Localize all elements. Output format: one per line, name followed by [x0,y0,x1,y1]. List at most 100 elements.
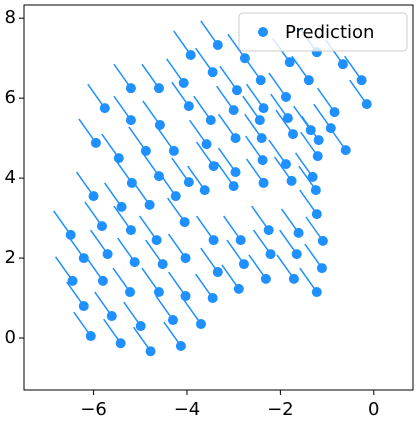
plot-frame [23,4,414,391]
point [151,235,162,246]
y-tick-label: 6 [5,87,16,108]
point [280,91,291,102]
point [125,287,136,298]
y-tick-label: 2 [5,247,16,268]
point [288,273,299,284]
point [316,263,327,274]
point [125,225,136,236]
point [230,167,241,178]
point [212,39,223,50]
point [235,235,246,246]
point [183,177,194,188]
point [199,185,210,196]
x-tick-label: 0 [368,399,379,420]
point [291,249,302,260]
point [106,311,117,322]
point [140,145,151,156]
point [180,291,191,302]
point [178,77,189,88]
point [228,105,239,116]
point [310,185,321,196]
point [116,201,127,212]
point [99,103,110,114]
point [361,99,372,110]
point [340,145,351,156]
point [125,115,136,126]
point [257,155,268,166]
point [168,145,179,156]
point [135,321,146,332]
point [185,49,196,60]
point [129,257,140,268]
point [286,175,297,186]
point [180,253,191,264]
point [125,83,136,94]
point [258,103,269,114]
point [233,283,244,294]
point [254,115,265,126]
legend-marker [258,27,268,37]
point [303,75,314,86]
point [265,249,276,260]
point [97,275,108,286]
point [183,101,194,112]
point [157,259,168,270]
point [238,259,249,270]
legend-label: Prediction [285,22,374,43]
point [96,221,107,232]
point [205,115,216,126]
point [90,137,101,148]
x-tick-label: −2 [267,399,294,420]
point [65,229,76,240]
point [256,133,267,144]
point [78,301,89,312]
point [85,331,96,342]
point [153,83,164,94]
point [287,129,298,140]
point [293,227,304,238]
point [78,253,89,264]
point [170,191,181,202]
point [207,293,218,304]
point [201,139,212,150]
point [228,181,239,192]
point [317,235,328,246]
point [126,177,137,188]
point [311,287,322,298]
point [67,275,78,286]
point [230,133,241,144]
point [115,338,126,349]
point [195,319,206,330]
point [260,273,271,284]
point [258,177,269,188]
point [175,341,186,352]
point [153,287,164,298]
point [113,153,124,164]
point [263,225,274,236]
point [307,171,318,182]
point [144,199,155,210]
point [167,315,178,326]
x-tick-label: −6 [80,399,107,420]
point [153,171,164,182]
point [208,235,219,246]
point [231,85,242,96]
point [311,209,322,220]
point [255,75,266,86]
point [325,123,336,134]
point [312,151,323,162]
point [337,59,348,70]
point [280,159,291,170]
point [212,267,223,278]
point [88,191,99,202]
point [329,107,340,118]
point [207,67,218,78]
point [102,249,113,260]
point [154,119,165,130]
point [145,346,156,357]
point [356,75,367,86]
x-tick-label: −4 [174,399,201,420]
point [179,217,190,228]
y-tick-label: 0 [5,327,16,348]
